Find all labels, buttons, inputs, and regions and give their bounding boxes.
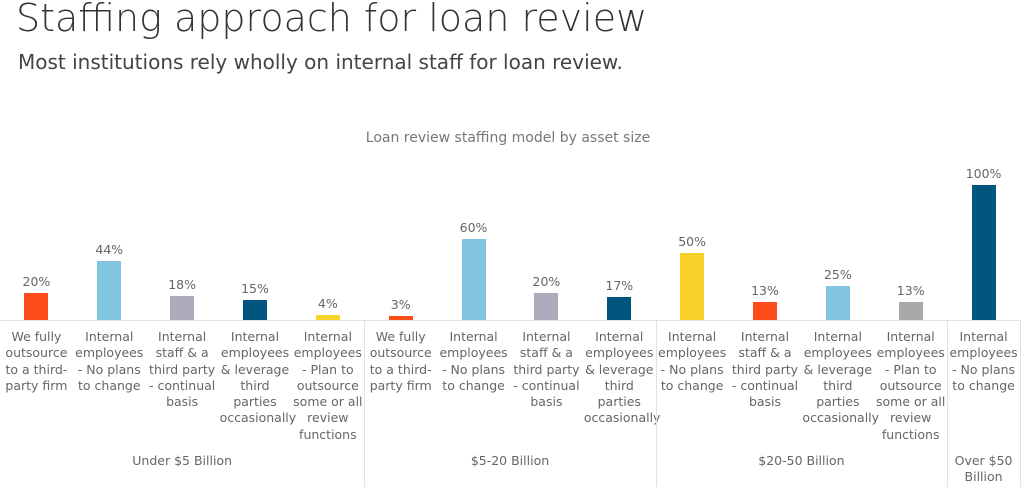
group-label: $5-20 Billion	[470, 453, 550, 468]
value-label: 50%	[678, 233, 707, 249]
value-label: 100%	[965, 166, 1002, 181]
group-label: Over $50 Billion	[954, 453, 1013, 484]
group-label: Under $5 Billion	[132, 453, 232, 468]
bar	[825, 286, 850, 320]
chart-title: Loan review staffing model by asset size	[365, 130, 651, 146]
category-label: Internal staff & a third party - continu…	[148, 329, 216, 410]
group-divider	[655, 320, 657, 487]
bar	[898, 302, 923, 320]
group-divider	[1020, 320, 1021, 487]
category-label: We fully outsource to a third-party firm	[369, 329, 432, 393]
bar	[388, 315, 413, 320]
category-label: Internal employees & leverage third part…	[583, 329, 661, 426]
category-label: Internal employees - Plan to outsource s…	[876, 329, 946, 442]
group-label: $20-50 Billion	[758, 453, 845, 468]
bar	[534, 293, 559, 320]
category-label: Internal employees - Plan to outsource s…	[293, 329, 363, 442]
group-divider	[947, 320, 949, 487]
bar	[753, 302, 777, 320]
category-label: Internal employees & leverage third part…	[219, 329, 297, 426]
value-label: 18%	[168, 276, 197, 292]
category-label: Internal employees - No plans to change	[949, 329, 1018, 393]
bar	[170, 295, 195, 320]
category-label: Internal employees - No plans to change	[75, 329, 144, 393]
bar	[461, 239, 486, 320]
bar	[97, 260, 122, 320]
value-label: 13%	[896, 283, 925, 299]
title: Staffing approach for loan review	[16, 0, 648, 40]
category-label: Internal staff & a third party - continu…	[513, 329, 580, 410]
bar	[680, 252, 705, 320]
bar	[315, 314, 340, 320]
bar	[24, 293, 49, 320]
category-label: Internal employees - No plans to change	[439, 329, 508, 393]
value-label: 17%	[605, 278, 634, 294]
value-label: 13%	[751, 283, 779, 299]
category-label: Internal staff & a third party - continu…	[731, 329, 799, 410]
value-label: 4%	[317, 295, 338, 311]
value-label: 20%	[532, 274, 561, 289]
bar	[607, 297, 632, 320]
group-divider	[364, 320, 366, 487]
category-label: We fully outsource to a third-party firm	[5, 329, 68, 393]
subtitle: Most institutions rely wholly on interna…	[18, 50, 623, 74]
value-label: 60%	[459, 220, 488, 235]
value-label: 25%	[823, 267, 852, 283]
category-label: Internal employees - No plans to change	[658, 329, 727, 393]
bar	[971, 185, 996, 320]
category-label: Internal employees & leverage third part…	[802, 329, 880, 426]
value-label: 15%	[241, 280, 269, 296]
value-label: 3%	[390, 296, 411, 312]
baseline	[0, 320, 1020, 321]
value-label: 44%	[95, 241, 124, 257]
bar	[243, 299, 267, 320]
value-label: 20%	[22, 274, 51, 289]
